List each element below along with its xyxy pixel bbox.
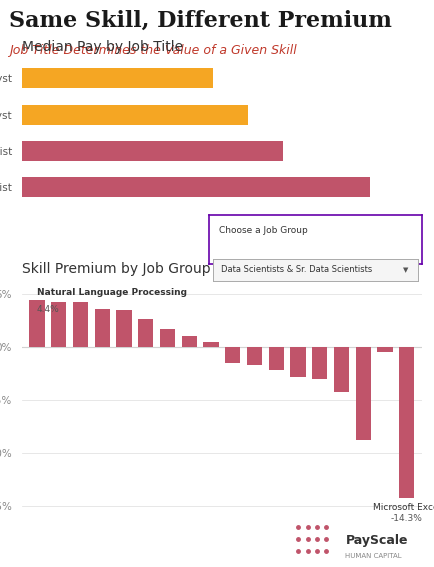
Bar (203, 342, 218, 347)
Bar (95, 309, 109, 347)
Text: Microsoft Excel: Microsoft Excel (372, 502, 434, 511)
Bar (116, 310, 131, 347)
Text: Job Title Determines the Value of a Given Skill: Job Title Determines the Value of a Give… (9, 44, 296, 57)
Bar (247, 347, 261, 365)
Bar (22, 177, 369, 197)
Bar (29, 301, 44, 347)
Bar (22, 69, 213, 88)
Bar (290, 347, 305, 376)
Text: Median Pay by Job Title: Median Pay by Job Title (22, 40, 182, 54)
Bar (268, 347, 283, 370)
Bar (312, 347, 326, 379)
Bar (377, 347, 392, 352)
Bar (225, 347, 240, 363)
Text: ▼: ▼ (402, 267, 407, 273)
Text: 4.4%: 4.4% (37, 304, 59, 314)
Text: -14.3%: -14.3% (390, 514, 422, 523)
Text: Natural Language Processing: Natural Language Processing (37, 288, 187, 297)
Text: Data Scientists & Sr. Data Scientists: Data Scientists & Sr. Data Scientists (221, 265, 372, 274)
Bar (355, 347, 370, 440)
Text: HUMAN CAPITAL: HUMAN CAPITAL (345, 553, 401, 559)
Bar (72, 302, 88, 347)
Text: Skill Premium by Job Group: Skill Premium by Job Group (22, 261, 210, 276)
Text: Choose a Job Group: Choose a Job Group (219, 226, 308, 235)
Bar (398, 347, 413, 498)
Bar (181, 336, 197, 347)
Bar (333, 347, 348, 392)
Bar (160, 329, 175, 347)
Text: PayScale: PayScale (345, 534, 407, 547)
Bar (51, 302, 66, 347)
Text: Same Skill, Different Premium: Same Skill, Different Premium (9, 10, 391, 32)
Bar (22, 105, 247, 125)
Bar (138, 319, 153, 347)
Bar (22, 141, 282, 161)
